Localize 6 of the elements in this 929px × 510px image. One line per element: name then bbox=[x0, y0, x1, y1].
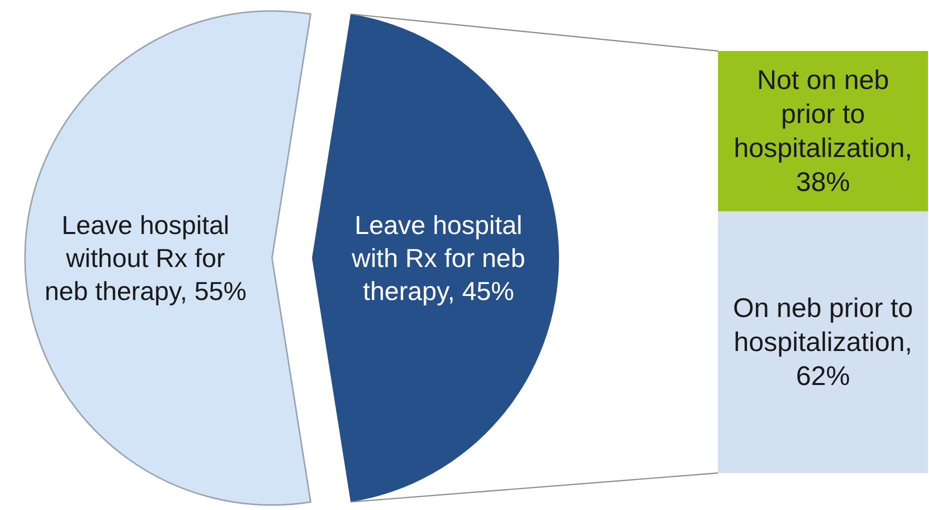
series-label: Not on neb prior to hospitalization, bbox=[734, 65, 912, 164]
slice-label: Leave hospital with Rx for neb therapy, 45% bbox=[350, 210, 526, 306]
data-label: 62% bbox=[796, 361, 850, 392]
series-label: On neb prior to hospitalization, bbox=[732, 293, 914, 358]
slice-label: Leave hospital without Rx for neb therapy, 55% bbox=[44, 210, 246, 306]
data-label: 38% bbox=[796, 167, 850, 198]
